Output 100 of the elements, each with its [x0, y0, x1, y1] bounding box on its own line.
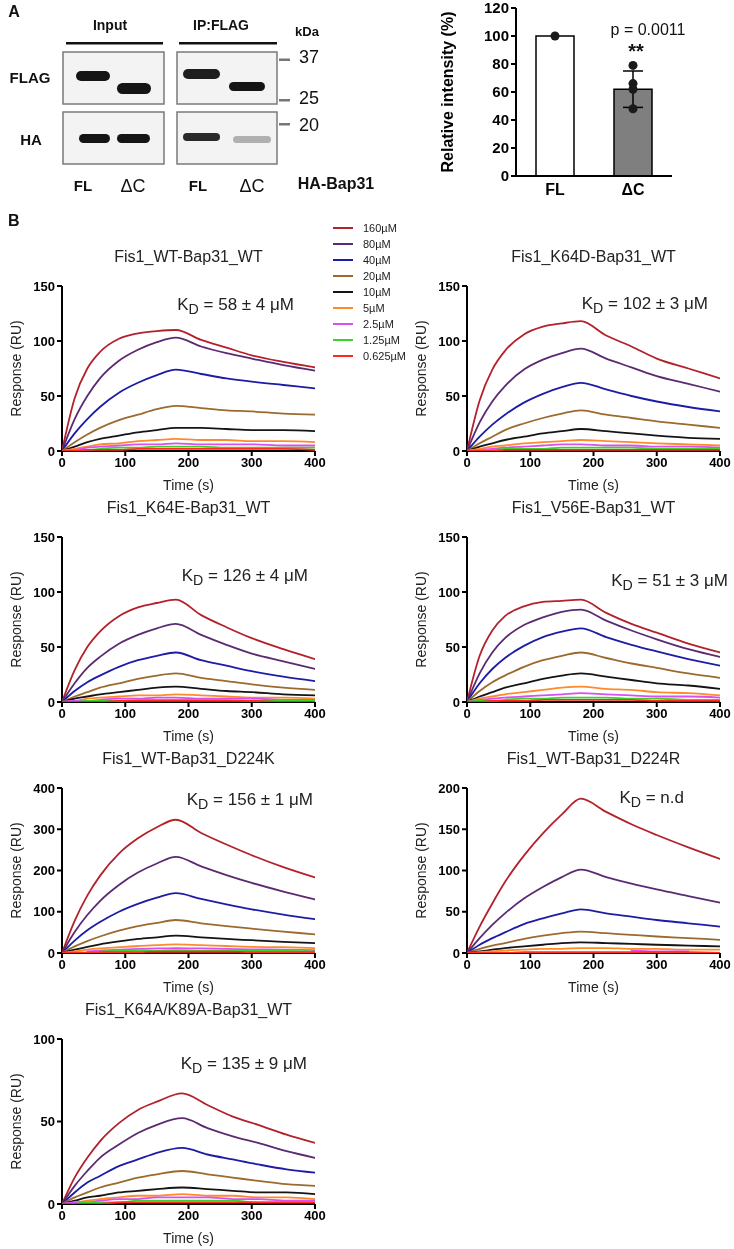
chart-title: Fis1_K64D-Bap31_WT	[510, 248, 677, 267]
legend-label: 2.5µM	[363, 318, 394, 330]
text: A	[8, 2, 20, 22]
chart-title: Fis1_WT-Bap31_D224K	[101, 750, 276, 769]
x-tick-label: 0	[58, 1208, 66, 1224]
y-tick-label: 100	[438, 584, 460, 600]
y-tick-label: 100	[33, 1031, 55, 1047]
legend-label: 80µM	[363, 238, 391, 250]
x-axis-title: Time (s)	[568, 979, 619, 995]
x-tick-label: 100	[519, 957, 542, 973]
y-tick-label: 50	[40, 1114, 55, 1130]
legend-label: 20µM	[363, 270, 391, 282]
y-tick-label: 0	[452, 443, 460, 459]
x-tick-label: 400	[304, 455, 326, 471]
y-axis-title: Response (RU)	[412, 571, 429, 668]
x-tick-label: 300	[645, 957, 668, 973]
y-tick-label: 0	[47, 694, 55, 710]
annotation: K$_{D}$ = n.d	[619, 788, 684, 811]
y-tick-label: 0	[452, 694, 460, 710]
x-tick-label: 300	[645, 455, 668, 471]
y-tick-label: 150	[33, 278, 55, 294]
annotation: K$_{D}$ = 51 ± 3 μM	[611, 571, 728, 594]
legend-label: 10µM	[363, 286, 391, 298]
annotation: K$_{D}$ = 126 ± 4 μM	[181, 566, 308, 589]
y-tick-label: 100	[483, 27, 509, 45]
y-tick-label: 150	[438, 821, 460, 837]
x-tick-label: 0	[463, 957, 471, 973]
x-tick-label: 100	[519, 455, 542, 471]
x-tick-label: 0	[463, 706, 471, 722]
x-tick-label: 200	[177, 455, 200, 471]
x-tick-label: 100	[114, 957, 137, 973]
x-tick-label: 400	[304, 1208, 326, 1224]
y-tick-label: 50	[445, 639, 460, 655]
y-tick-label: 0	[47, 945, 55, 961]
x-tick-label: 300	[240, 706, 263, 722]
annotation: **	[628, 39, 644, 63]
y-tick-label: 50	[40, 388, 55, 404]
legend-label: 1.25µM	[363, 334, 400, 346]
y-tick-label: 20	[492, 139, 509, 157]
legend-label: 160µM	[363, 222, 397, 234]
annotation: K$_{D}$ = 135 ± 9 μM	[180, 1054, 307, 1077]
x-tick-label: 0	[58, 455, 66, 471]
x-tick-label: 300	[240, 455, 263, 471]
y-tick-label: 200	[33, 863, 55, 879]
annotation: K$_{D}$ = 58 ± 4 μM	[177, 295, 294, 318]
y-tick-label: 100	[438, 863, 460, 879]
y-tick-label: 50	[445, 388, 460, 404]
text: 37	[298, 46, 320, 68]
y-tick-label: 0	[47, 1196, 55, 1212]
x-tick-label: 200	[582, 455, 605, 471]
y-axis-title: Relative intensity (%)	[438, 11, 456, 173]
y-tick-label: 80	[492, 55, 509, 73]
chart-title: Fis1_V56E-Bap31_WT	[510, 499, 677, 518]
text: FLAG	[9, 69, 51, 87]
text: HA	[20, 131, 42, 149]
y-axis-title: Response (RU)	[7, 822, 24, 919]
x-tick-label: 100	[114, 1208, 137, 1224]
y-tick-label: 400	[33, 780, 55, 796]
x-tick-label: 200	[177, 1208, 200, 1224]
y-tick-label: 0	[452, 945, 460, 961]
text: IP:FLAG	[193, 16, 249, 34]
x-tick-label: 100	[114, 455, 137, 471]
chart-title: Fis1_K64E-Bap31_WT	[105, 499, 272, 518]
y-tick-label: 100	[33, 333, 55, 349]
chart-title: Fis1_WT-Bap31_WT	[113, 248, 264, 267]
y-tick-label: 100	[438, 333, 460, 349]
x-tick-label: 300	[240, 1208, 263, 1224]
x-tick-label: 0	[58, 706, 66, 722]
y-tick-label: 100	[33, 904, 55, 920]
y-tick-label: 200	[438, 780, 460, 796]
x-axis-title: Time (s)	[163, 979, 214, 995]
y-tick-label: 0	[500, 167, 509, 185]
y-tick-label: 50	[40, 639, 55, 655]
x-axis-title: Time (s)	[163, 1230, 214, 1246]
x-tick-label: 100	[114, 706, 137, 722]
y-tick-label: 60	[492, 83, 509, 101]
legend-label: 0.625µM	[363, 350, 407, 362]
chart-title: Fis1_K64A/K89A-Bap31_WT	[83, 1001, 294, 1020]
x-axis-title: Time (s)	[568, 728, 619, 744]
x-tick-label: 400	[304, 706, 326, 722]
x-tick-label: 200	[582, 957, 605, 973]
text: 20	[298, 114, 320, 136]
y-tick-label: 150	[438, 278, 460, 294]
text: 25	[298, 87, 320, 109]
text: kDa	[295, 23, 319, 40]
x-tick-label: 200	[177, 706, 200, 722]
y-tick-label: 300	[33, 821, 55, 837]
y-axis-title: Response (RU)	[7, 1073, 24, 1170]
x-tick-label: 400	[304, 957, 326, 973]
text: Input	[92, 16, 128, 34]
x-tick-label: 0	[463, 455, 471, 471]
chart-title: Fis1_WT-Bap31_D224R	[505, 750, 682, 769]
y-axis-title: Response (RU)	[7, 571, 24, 668]
x-tick-label: 300	[645, 706, 668, 722]
y-tick-label: 150	[438, 529, 460, 545]
x-tick-label: 400	[709, 706, 731, 722]
x-tick-label: 400	[709, 957, 731, 973]
y-tick-label: 50	[445, 904, 460, 920]
y-axis-title: Response (RU)	[412, 822, 429, 919]
text: HA-Bap31	[297, 174, 375, 194]
